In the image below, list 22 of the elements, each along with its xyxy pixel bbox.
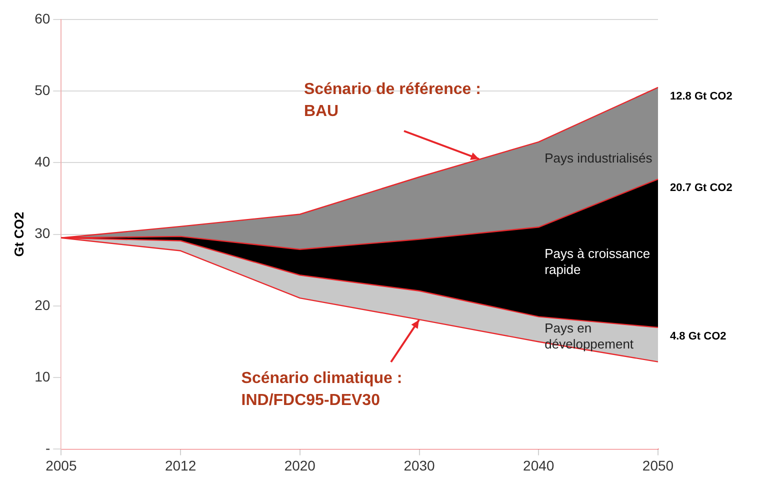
data-label: 20.7 Gt CO2: [670, 182, 732, 194]
y-tick-label: 20: [34, 296, 50, 313]
x-tick-label: 2050: [642, 457, 674, 474]
data-label: 4.8 Gt CO2: [670, 330, 726, 342]
series-label: Pays en développement: [544, 320, 634, 352]
y-tick-label: 50: [34, 82, 50, 98]
annotation: Scénario de référence : BAU: [304, 80, 482, 122]
y-tick-label: 10: [34, 368, 50, 384]
data-label: 12.8 Gt CO2: [670, 90, 732, 102]
x-tick-label: 2012: [164, 457, 196, 474]
y-tick-label: 60: [34, 10, 50, 26]
series-label: Pays à croissance rapide: [544, 246, 650, 278]
y-axis-title: Gt CO2: [11, 212, 26, 257]
annotation: Scénario climatique : IND/FDC95-DEV30: [241, 368, 404, 411]
y-tick-label: 30: [34, 225, 50, 242]
y-tick-label: -: [46, 440, 50, 456]
x-tick-label: 2005: [46, 457, 77, 474]
y-tick-label: 40: [34, 154, 50, 170]
series-label: Pays industrialisés: [544, 150, 653, 166]
x-tick-label: 2020: [284, 457, 316, 474]
x-tick-label: 2030: [404, 457, 436, 474]
x-tick-label: 2040: [523, 457, 554, 474]
